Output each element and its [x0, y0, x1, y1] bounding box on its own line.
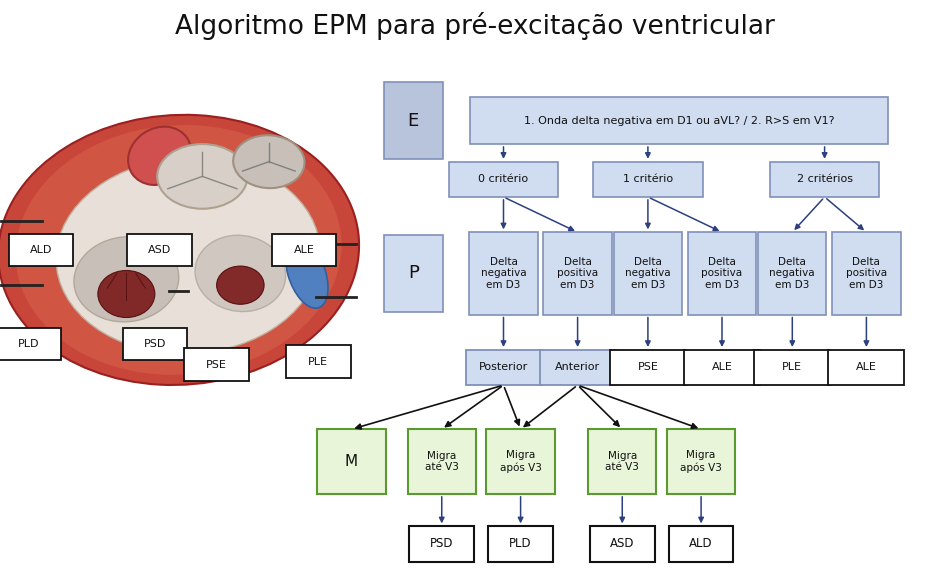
FancyBboxPatch shape: [127, 233, 192, 266]
Text: Migra
após V3: Migra após V3: [680, 450, 722, 473]
FancyBboxPatch shape: [123, 328, 187, 360]
Ellipse shape: [16, 125, 341, 375]
Text: PSD: PSD: [430, 537, 453, 550]
Ellipse shape: [217, 266, 264, 305]
Text: Delta
negativa
em D3: Delta negativa em D3: [481, 257, 526, 290]
FancyBboxPatch shape: [610, 350, 686, 385]
FancyBboxPatch shape: [470, 97, 888, 144]
Text: ALD: ALD: [29, 245, 52, 255]
Text: PLE: PLE: [782, 362, 803, 373]
Text: PLE: PLE: [308, 356, 329, 367]
FancyBboxPatch shape: [543, 232, 612, 315]
Text: Anterior: Anterior: [555, 362, 600, 373]
Text: ALE: ALE: [712, 362, 732, 373]
Text: ASD: ASD: [610, 537, 635, 550]
Ellipse shape: [0, 115, 359, 385]
FancyBboxPatch shape: [669, 526, 733, 562]
Text: PSE: PSE: [637, 362, 658, 373]
Text: ASD: ASD: [148, 245, 171, 255]
FancyBboxPatch shape: [758, 232, 826, 315]
Text: ALE: ALE: [856, 362, 877, 373]
Text: 1 critério: 1 critério: [623, 174, 673, 185]
Text: Migra
após V3: Migra após V3: [500, 450, 542, 473]
Text: E: E: [408, 112, 419, 129]
FancyBboxPatch shape: [384, 82, 443, 159]
FancyBboxPatch shape: [828, 350, 904, 385]
Text: Delta
negativa
em D3: Delta negativa em D3: [625, 257, 671, 290]
FancyBboxPatch shape: [832, 232, 901, 315]
FancyBboxPatch shape: [0, 328, 61, 360]
FancyBboxPatch shape: [449, 162, 559, 197]
Text: 1. Onda delta negativa em D1 ou aVL? / 2. R>S em V1?: 1. Onda delta negativa em D1 ou aVL? / 2…: [524, 115, 834, 126]
Text: Algoritmo EPM para pré-excitação ventricular: Algoritmo EPM para pré-excitação ventric…: [175, 12, 775, 41]
FancyBboxPatch shape: [754, 350, 830, 385]
Ellipse shape: [286, 239, 328, 308]
Ellipse shape: [74, 237, 179, 322]
Text: 2 critérios: 2 critérios: [797, 174, 852, 185]
FancyBboxPatch shape: [590, 526, 655, 562]
Text: ALD: ALD: [690, 537, 712, 550]
FancyBboxPatch shape: [667, 429, 735, 494]
FancyBboxPatch shape: [486, 429, 555, 494]
FancyBboxPatch shape: [540, 350, 616, 385]
Text: PSD: PSD: [143, 339, 166, 349]
Text: Delta
negativa
em D3: Delta negativa em D3: [770, 257, 815, 290]
Text: Migra
até V3: Migra até V3: [425, 451, 459, 472]
FancyBboxPatch shape: [317, 429, 386, 494]
Text: Delta
positiva
em D3: Delta positiva em D3: [846, 257, 887, 290]
FancyBboxPatch shape: [588, 429, 656, 494]
FancyBboxPatch shape: [466, 350, 542, 385]
FancyBboxPatch shape: [286, 346, 351, 378]
Text: Posterior: Posterior: [479, 362, 528, 373]
Text: PLD: PLD: [18, 339, 39, 349]
Text: PSE: PSE: [206, 359, 227, 370]
Ellipse shape: [128, 126, 191, 185]
FancyBboxPatch shape: [272, 233, 336, 266]
Ellipse shape: [157, 144, 247, 209]
Ellipse shape: [98, 270, 155, 318]
FancyBboxPatch shape: [488, 526, 553, 562]
FancyBboxPatch shape: [614, 232, 682, 315]
Text: ALE: ALE: [294, 245, 314, 255]
FancyBboxPatch shape: [684, 350, 760, 385]
Text: Delta
positiva
em D3: Delta positiva em D3: [701, 257, 743, 290]
FancyBboxPatch shape: [384, 235, 443, 312]
FancyBboxPatch shape: [469, 232, 538, 315]
FancyBboxPatch shape: [184, 348, 249, 381]
Text: PLD: PLD: [509, 537, 532, 550]
Text: P: P: [408, 265, 419, 282]
Text: Migra
até V3: Migra até V3: [605, 451, 639, 472]
FancyBboxPatch shape: [408, 429, 476, 494]
FancyBboxPatch shape: [593, 162, 703, 197]
Ellipse shape: [195, 235, 286, 312]
Text: M: M: [345, 454, 358, 469]
Text: 0 critério: 0 critério: [479, 174, 528, 185]
Text: Delta
positiva
em D3: Delta positiva em D3: [557, 257, 598, 290]
FancyBboxPatch shape: [409, 526, 474, 562]
FancyBboxPatch shape: [9, 233, 73, 266]
FancyBboxPatch shape: [688, 232, 756, 315]
FancyBboxPatch shape: [770, 162, 880, 197]
Ellipse shape: [233, 135, 305, 188]
Ellipse shape: [56, 158, 320, 354]
